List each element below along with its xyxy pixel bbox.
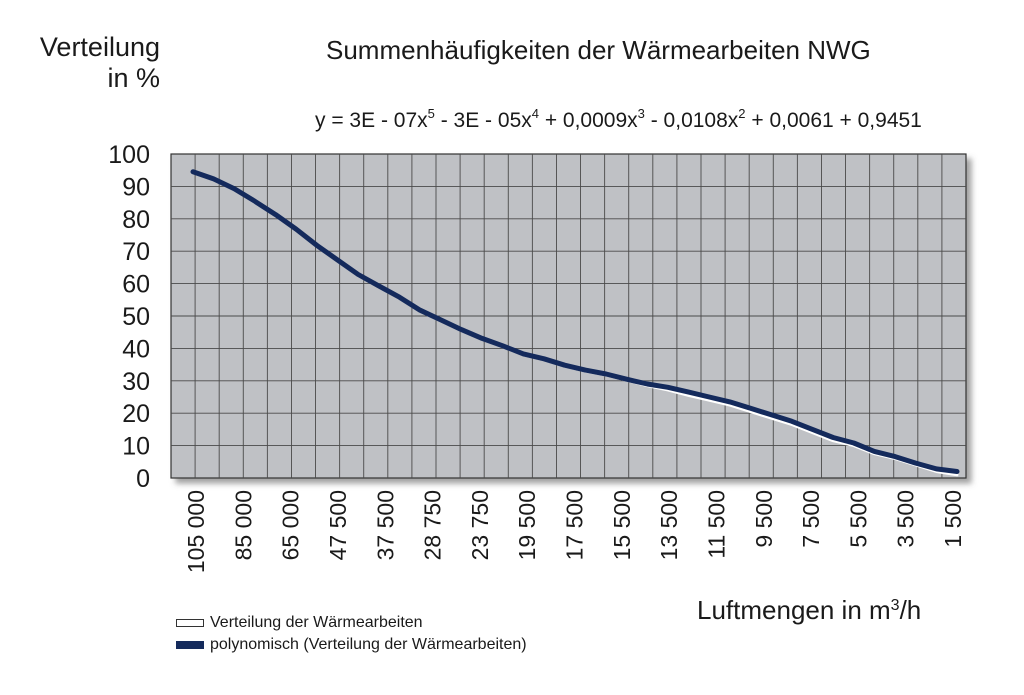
x-tick-label: 13 500 [656,490,682,560]
y-axis-label-line2: in % [107,63,160,93]
x-tick-label: 11 500 [703,490,729,559]
legend: Verteilung der Wärmearbeiten polynomisch… [176,612,527,656]
x-tick-label: 28 750 [420,490,446,560]
equation-exponent: 2 [738,106,746,121]
x-axis-label-text: Luftmengen in m [697,595,891,625]
y-tick-label: 0 [136,465,150,493]
y-tick-label: 100 [108,141,150,169]
trendline-equation: y = 3E - 07x5 - 3E - 05x4 + 0,0009x3 - 0… [315,106,922,133]
equation-part: - 3E - 05x [434,109,532,132]
x-tick-label: 65 000 [278,490,304,560]
series-line-polynomisch [190,169,960,474]
y-tick-label: 90 [122,173,150,201]
x-tick-label: 85 000 [230,490,256,560]
x-tick-label: 7 500 [798,490,824,548]
legend-swatch-white [176,619,204,627]
legend-swatch-navy [176,641,204,649]
x-tick-label: 5 500 [845,490,871,548]
equation-exponent: 5 [427,106,435,121]
x-tick-label: 105 000 [183,490,209,573]
x-tick-label: 15 500 [609,490,635,560]
series-lines [190,169,960,477]
x-tick-label: 47 500 [325,490,351,560]
legend-label: Verteilung der Wärmearbeiten [210,614,423,631]
equation-part: + 0,0061 + 0,9451 [745,109,922,132]
equation-part: + 0,0009x [538,109,638,132]
x-tick-label: 9 500 [751,490,777,548]
y-tick-label: 40 [122,335,150,363]
equation-exponent: 3 [637,106,645,121]
x-tick-label: 37 500 [372,490,398,560]
x-tick-label: 1 500 [940,490,966,548]
equation-exponent: 4 [531,106,539,121]
y-tick-label: 80 [122,206,150,234]
y-tick-label: 60 [122,271,150,299]
x-tick-label: 19 500 [514,490,540,560]
chart-title: Summenhäufigkeiten der Wärmearbeiten NWG [326,35,871,65]
equation-part: - 0,0108x [644,109,739,132]
grid-lines [171,154,966,478]
x-axis-ticks: 105 000 85 000 65 000 47 500 37 500 28 750 23 … [183,490,966,573]
y-axis-label-line1: Verteilung [39,32,160,62]
y-axis-ticks: 0 10 20 30 40 50 60 70 80 90 100 [108,141,150,493]
y-tick-label: 70 [122,238,150,266]
x-axis-label-suffix: /h [899,595,922,625]
y-tick-label: 20 [122,400,150,428]
y-tick-label: 50 [122,303,150,331]
legend-label: polynomisch (Verteilung der Wärmearbeite… [210,636,527,653]
x-axis-label-sup: 3 [890,597,900,614]
y-tick-label: 30 [122,368,150,396]
legend-item-polynomial: polynomisch (Verteilung der Wärmearbeite… [176,634,527,656]
x-tick-label: 17 500 [562,490,588,560]
y-axis-label: Verteilung in % [14,32,160,94]
equation-part: y = 3E - 07x [315,109,428,132]
legend-item-data: Verteilung der Wärmearbeiten [176,612,527,634]
x-tick-label: 3 500 [893,490,919,548]
x-tick-label: 23 750 [467,490,493,560]
y-tick-label: 10 [122,433,150,461]
x-axis-label: Luftmengen in m3/h [697,595,921,626]
